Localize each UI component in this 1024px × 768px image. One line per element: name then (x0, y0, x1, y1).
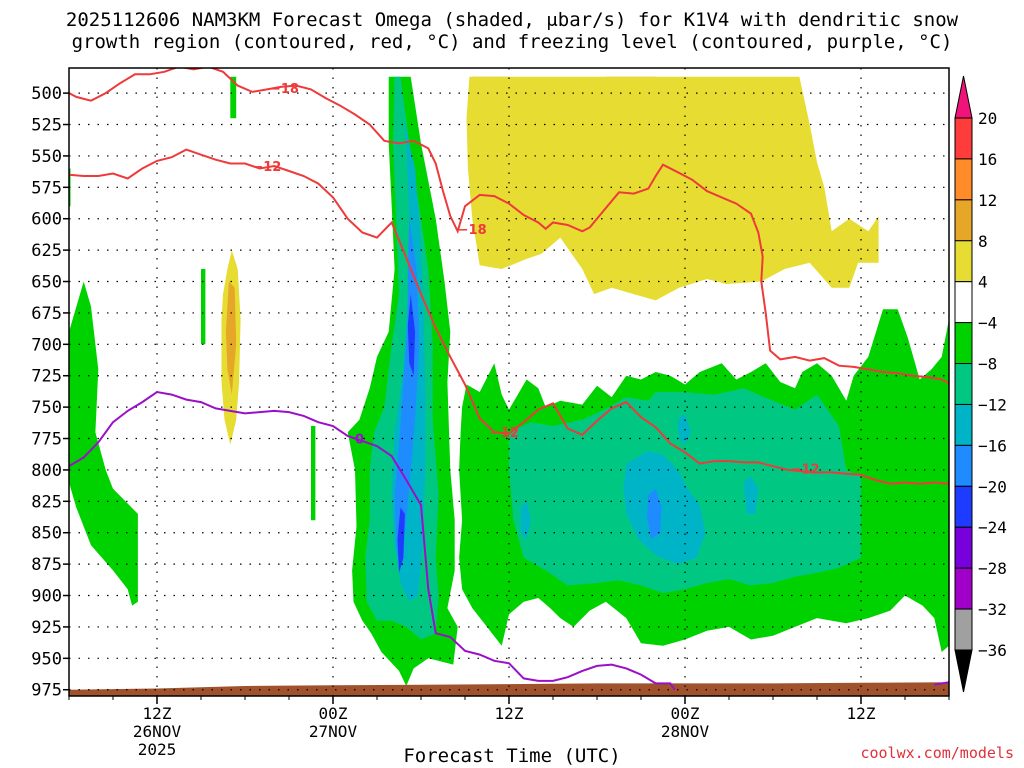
x-tick-label: 12Z (495, 704, 524, 723)
omega-region-9 (311, 426, 316, 521)
x-tick-year: 2025 (138, 740, 177, 759)
omega-region-22 (407, 294, 416, 376)
credit-text: coolwx.com/models (860, 744, 1014, 762)
dgz-contour-1 (69, 148, 949, 485)
colorbar-label: −8 (978, 355, 997, 374)
omega-shading-layer (69, 76, 949, 696)
omega-region-5 (225, 281, 237, 395)
colorbar-label: −36 (978, 641, 1007, 660)
colorbar-label: −4 (978, 314, 997, 333)
y-tick-label: 700 (31, 335, 62, 355)
y-tick-label: 875 (31, 555, 62, 575)
colorbar-bin (954, 240, 973, 283)
colorbar-label: −12 (978, 395, 1007, 414)
omega-region-3 (466, 76, 879, 301)
omega-region-10 (69, 281, 138, 606)
omega-region-18 (677, 413, 691, 445)
x-tick-day: 27NOV (309, 722, 358, 741)
y-tick-label: 550 (31, 147, 62, 167)
colorbar-bin (954, 526, 973, 569)
y-tick-label: 750 (31, 398, 62, 418)
colorbar-bin (954, 199, 973, 242)
y-tick-label: 775 (31, 430, 62, 450)
colorbar-label: 12 (978, 191, 997, 210)
x-axis-title: Forecast Time (UTC) (403, 745, 621, 767)
y-tick-label: 575 (31, 178, 62, 198)
y-axis-pressure: 500 525 550 575 600 625 650 675 700 725 750 775 800 8… (31, 84, 69, 701)
colorbar-label: −28 (978, 559, 1007, 578)
dgz-contour-label: −12 (490, 426, 519, 441)
colorbar-bin (954, 363, 973, 405)
omega-region-8 (201, 269, 206, 345)
colorbar-label: 16 (978, 150, 997, 169)
y-tick-label: 675 (31, 304, 62, 324)
y-tick-label: 850 (31, 524, 62, 544)
y-tick-label: 900 (31, 587, 62, 607)
colorbar-bin (954, 117, 973, 160)
colorbar-label: −16 (978, 436, 1007, 455)
colorbar-bin (954, 608, 973, 651)
colorbar-bottom-arrow (954, 649, 973, 693)
colorbar-bin (954, 281, 973, 324)
y-tick-label: 925 (31, 618, 62, 638)
y-tick-label: 650 (31, 273, 62, 293)
x-tick-label: 00Z (319, 704, 348, 723)
x-tick-label: 12Z (847, 704, 876, 723)
colorbar-top-arrow (954, 75, 973, 119)
dgz-contour-0 (69, 68, 949, 385)
omega-region-16 (623, 451, 706, 565)
x-tick-day: 28NOV (661, 722, 710, 741)
colorbar-bin (954, 158, 973, 201)
y-tick-label: 500 (31, 84, 62, 104)
gridlines (69, 68, 949, 696)
dgz-contour-label: −12 (791, 463, 820, 478)
dgz-contour-label: −18 (270, 82, 299, 97)
omega-region-23 (397, 507, 405, 573)
omega-region-20 (394, 218, 420, 571)
colorbar-bin (954, 485, 973, 528)
y-tick-label: 625 (31, 241, 62, 261)
omega-region-21 (646, 488, 662, 539)
y-tick-label: 800 (31, 461, 62, 481)
colorbar-bin (954, 444, 973, 487)
contour-lines-layer: −18 −18 −12 −12 −12 0 (69, 68, 949, 691)
y-tick-label: 725 (31, 367, 62, 387)
y-tick-label: 950 (31, 649, 62, 669)
colorbar-bin (954, 567, 973, 610)
terrain-fill (69, 682, 949, 696)
omega-region-17 (520, 501, 531, 539)
colorbar-label: 8 (978, 232, 988, 251)
dgz-contour-label: −18 (458, 223, 487, 238)
colorbar-label: −32 (978, 600, 1007, 619)
x-tick-label: 00Z (671, 704, 700, 723)
chart-title-line-1: 2025112606 NAM3KM Forecast Omega (shaded… (65, 9, 959, 31)
freezing-contour-0 (69, 390, 676, 691)
colorbar: 20 16 12 8 4 −4 −8 −12 −16 −20 −24 −28 −32 −36 (954, 75, 1007, 693)
colorbar-label: −24 (978, 518, 1007, 537)
chart-title-line-2: growth region (contoured, red, °C) and f… (71, 31, 953, 53)
y-tick-label: 975 (31, 681, 62, 701)
x-tick-label: 12Z (143, 704, 172, 723)
colorbar-bin (954, 322, 973, 365)
colorbar-label: −20 (978, 477, 1007, 496)
colorbar-bin (954, 403, 973, 446)
x-tick-day: 26NOV (133, 722, 182, 741)
freezing-contour-label: 0 (355, 433, 364, 448)
y-tick-label: 600 (31, 210, 62, 230)
dgz-contour-label: −12 (252, 160, 281, 175)
colorbar-label: 20 (978, 109, 997, 128)
omega-region-6 (230, 76, 237, 119)
freezing-contour-1 (934, 681, 949, 686)
y-tick-label: 525 (31, 116, 62, 136)
colorbar-label: 4 (978, 273, 988, 292)
y-tick-label: 825 (31, 492, 62, 512)
omega-region-19 (743, 476, 759, 514)
